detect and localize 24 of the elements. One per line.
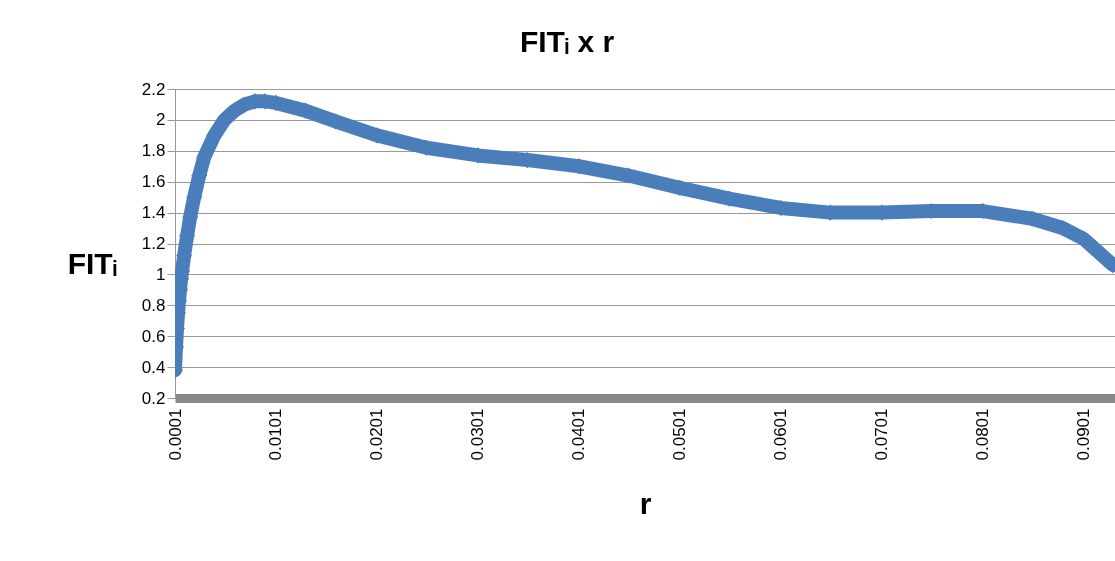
y-tick-label: 2.2 bbox=[141, 79, 166, 99]
y-tick-label: 0.2 bbox=[141, 388, 166, 408]
x-tick-label: 0.0401 bbox=[569, 408, 589, 461]
y-tick-label: 1.8 bbox=[141, 141, 166, 161]
x-tick-label: 0.0601 bbox=[771, 408, 791, 461]
y-tick-label: 0.4 bbox=[141, 357, 166, 377]
y-tick-label: 1 bbox=[156, 264, 166, 284]
chart-title: FITᵢ x r bbox=[519, 25, 615, 58]
x-tick-label: 0.0701 bbox=[872, 408, 892, 461]
y-tick-label: 1.2 bbox=[141, 234, 166, 253]
x-tick-label: 0.0901 bbox=[1074, 408, 1094, 461]
x-tick-label: 0.0101 bbox=[266, 408, 286, 461]
x-tick-label: 0.0801 bbox=[973, 408, 993, 461]
y-axis-title: FITᵢ bbox=[67, 246, 117, 280]
y-tick-label: 1.4 bbox=[141, 203, 166, 223]
y-tick-label: 0.8 bbox=[141, 295, 166, 315]
y-tick-label: 0.6 bbox=[141, 326, 166, 346]
x-tick-label: 0.0001 bbox=[165, 408, 185, 461]
x-tick-label: 0.0301 bbox=[468, 408, 488, 461]
y-tick-label: 1.6 bbox=[141, 172, 166, 192]
x-axis-title: r bbox=[639, 487, 652, 521]
x-tick-label: 0.0201 bbox=[367, 408, 387, 461]
x-tick-label: 0.0501 bbox=[670, 408, 690, 461]
y-tick-label: 2 bbox=[156, 110, 166, 130]
